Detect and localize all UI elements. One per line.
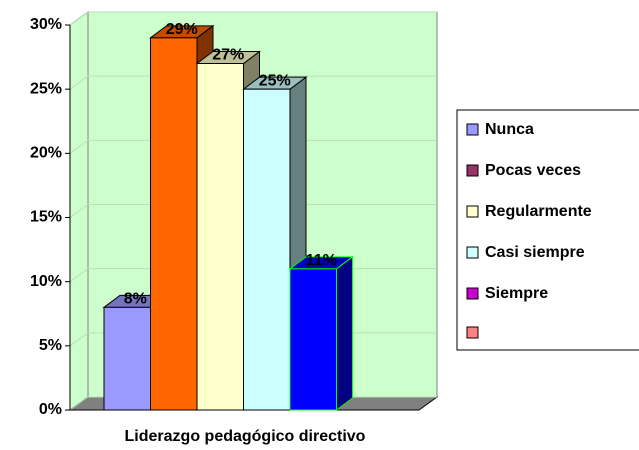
y-tick-label: 20%	[30, 145, 62, 162]
bar-front	[103, 306, 151, 411]
grid-line	[69, 204, 437, 218]
y-tick-label: 0%	[39, 401, 62, 418]
bar-front	[150, 37, 198, 411]
data-label: 25%	[259, 72, 291, 89]
legend-label: Nunca	[485, 121, 534, 138]
bar-front	[289, 268, 337, 411]
legend-label: Regularmente	[485, 203, 592, 220]
bar-side	[336, 255, 353, 411]
legend-swatch	[466, 205, 479, 218]
bar-front	[243, 88, 291, 411]
x-axis-label: Liderazgo pedagógico directivo	[125, 428, 366, 445]
grid-line	[69, 139, 437, 154]
y-tick-label: 15%	[30, 209, 62, 226]
y-tick-label: 10%	[30, 273, 62, 290]
legend-swatch	[466, 326, 479, 339]
bar	[242, 76, 308, 411]
legend-label: Siempre	[485, 285, 548, 302]
bar	[288, 255, 354, 411]
legend-label: Pocas veces	[485, 162, 581, 179]
y-tick-label: 25%	[30, 80, 62, 97]
grid-line	[69, 11, 437, 26]
legend-swatch	[466, 287, 479, 300]
bar-front	[196, 63, 244, 411]
legend-swatch	[466, 246, 479, 259]
data-label: 27%	[212, 47, 244, 64]
legend-label: Casi siempre	[485, 244, 585, 261]
legend-swatch	[466, 123, 479, 136]
data-label: 8%	[124, 291, 147, 308]
legend-box	[456, 109, 639, 351]
data-label: 29%	[166, 21, 198, 38]
y-tick-label: 30%	[30, 16, 62, 33]
data-label: 11%	[306, 252, 337, 269]
grid-line	[69, 75, 437, 90]
legend-swatch	[466, 164, 479, 177]
y-tick-label: 5%	[39, 337, 62, 354]
